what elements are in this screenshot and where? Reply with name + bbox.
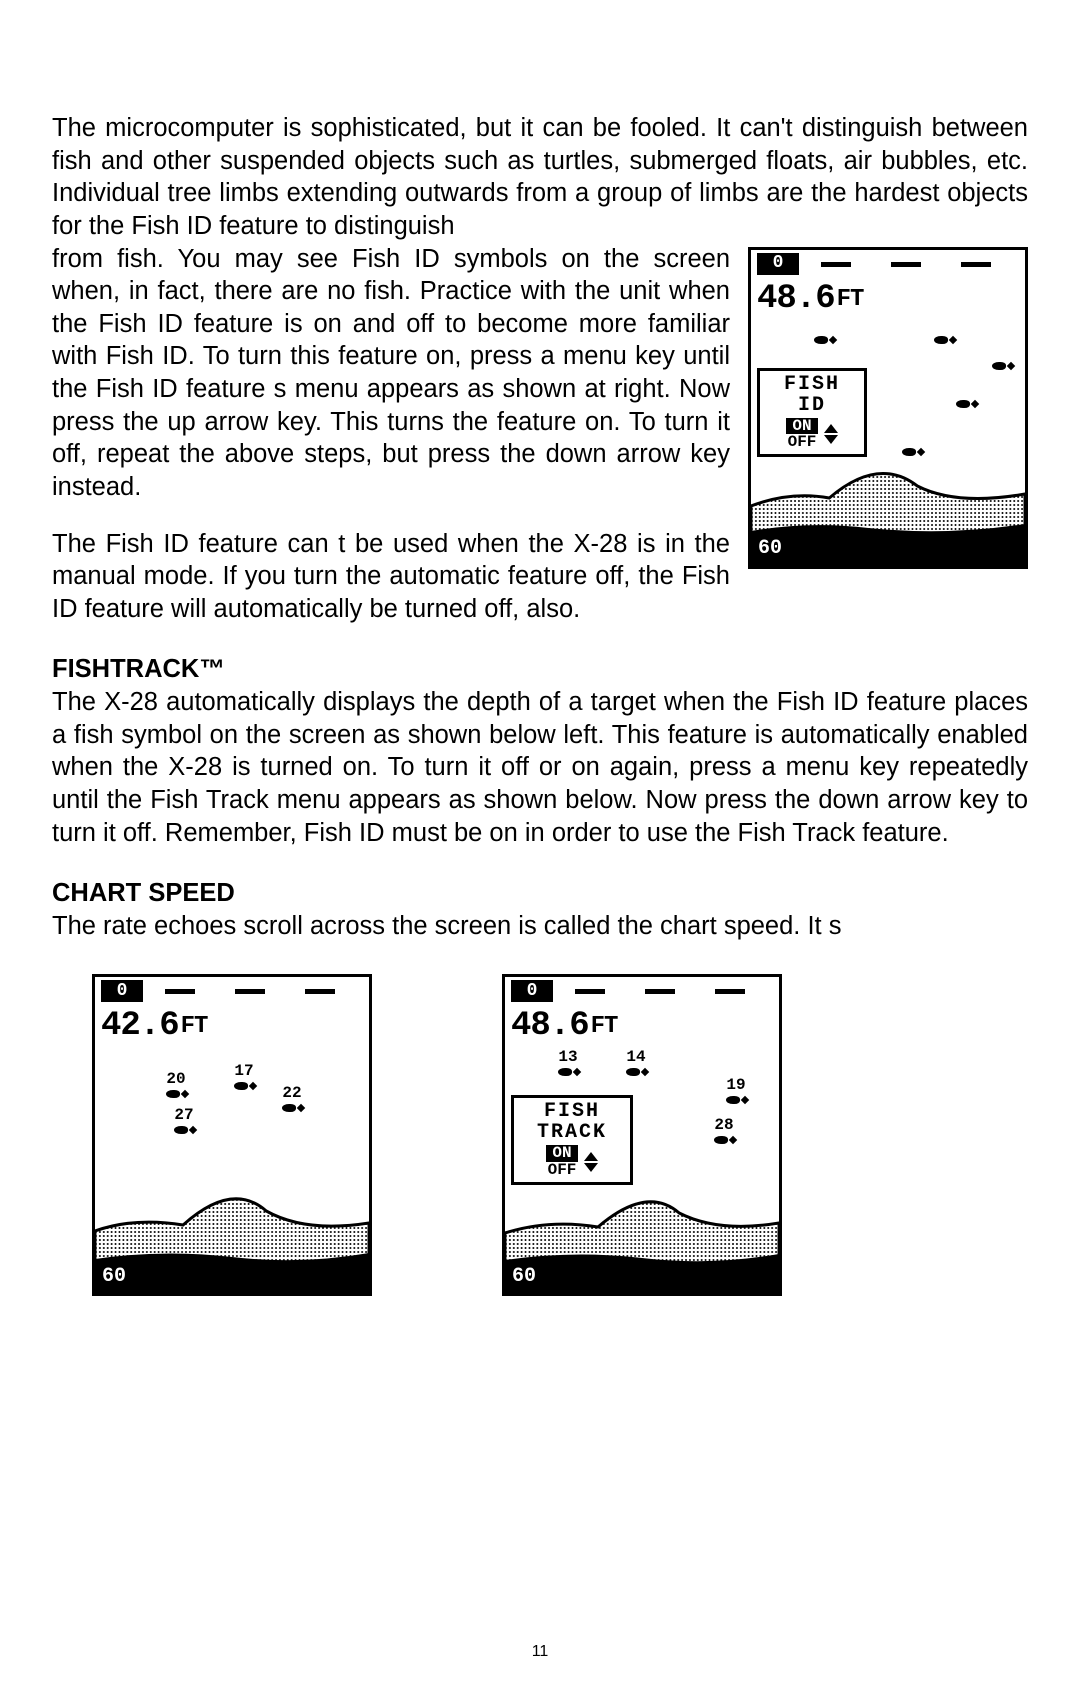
- page-number: 11: [0, 1642, 1080, 1662]
- fish-icon: 27: [173, 1107, 195, 1117]
- scale-dash-icon: [961, 262, 991, 267]
- fish-icon: [813, 336, 835, 346]
- bottom-depth-label: 60: [509, 1264, 539, 1290]
- fish-icon: 19: [725, 1077, 747, 1087]
- fish-icon: [955, 400, 977, 410]
- menu-line-1: FISH: [764, 374, 860, 395]
- depth-readout: 42.6FT: [101, 1005, 207, 1049]
- menu-line-1: FISH: [518, 1101, 626, 1122]
- scale-dash-icon: [645, 989, 675, 994]
- terrain-icon: [751, 436, 1025, 566]
- top-strip: 0: [751, 250, 1025, 280]
- zero-marker: 0: [757, 253, 799, 275]
- top-strip: 0: [95, 977, 369, 1007]
- menu-on-label: ON: [546, 1145, 579, 1162]
- bottom-depth-label: 60: [99, 1264, 129, 1290]
- scale-dash-icon: [715, 989, 745, 994]
- fish-depth-label: 13: [558, 1047, 577, 1067]
- heading-chartspeed: CHART SPEED: [52, 877, 1028, 910]
- scale-dash-icon: [165, 989, 195, 994]
- bottom-figures-row: 0 42.6FT 60 20172: [52, 964, 1028, 1296]
- menu-line-2: TRACK: [518, 1122, 626, 1143]
- sonar-screen-fishtrack-right: 0 48.6FT FISH TRACK ON OFF: [502, 974, 782, 1296]
- fish-icon: [991, 362, 1013, 372]
- depth-unit: FT: [181, 1013, 208, 1040]
- scale-dash-icon: [235, 989, 265, 994]
- fish-depth-label: 17: [234, 1061, 253, 1081]
- wrap-block: 0 48.6FT FISH ID ON OFF: [52, 243, 1028, 626]
- fish-icon: 20: [165, 1071, 187, 1081]
- fishtrack-paragraph: The X-28 automatically displays the dept…: [52, 686, 1028, 849]
- arrow-up-icon: [824, 424, 838, 433]
- bottom-depth-label: 60: [755, 536, 785, 562]
- scale-dash-icon: [575, 989, 605, 994]
- fish-depth-label: 14: [626, 1047, 645, 1067]
- depth-value: 48.6: [757, 280, 835, 318]
- fish-depth-label: 28: [714, 1115, 733, 1135]
- depth-value: 42.6: [101, 1007, 179, 1045]
- sonar-screen-fishtrack-left: 0 42.6FT 60 20172: [92, 974, 372, 1296]
- scale-dash-icon: [821, 262, 851, 267]
- scale-dash-icon: [305, 989, 335, 994]
- sonar-screen-fish-id: 0 48.6FT FISH ID ON OFF: [748, 247, 1028, 569]
- heading-fishtrack: FISHTRACK™: [52, 653, 1028, 686]
- menu-on-label: ON: [786, 418, 819, 435]
- top-strip: 0: [505, 977, 779, 1007]
- depth-unit: FT: [591, 1013, 618, 1040]
- fish-icon: [933, 336, 955, 346]
- zero-marker: 0: [101, 980, 143, 1002]
- depth-readout: 48.6FT: [511, 1005, 617, 1049]
- depth-unit: FT: [837, 286, 864, 313]
- fish-depth-label: 27: [174, 1105, 193, 1125]
- menu-line-2: ID: [764, 395, 860, 416]
- depth-readout: 48.6FT: [757, 278, 863, 322]
- terrain-icon: [505, 1163, 779, 1293]
- chartspeed-paragraph: The rate echoes scroll across the screen…: [52, 910, 1028, 943]
- fish-depth-label: 19: [726, 1075, 745, 1095]
- page-content: The microcomputer is sophisticated, but …: [52, 112, 1028, 1296]
- arrow-up-icon: [584, 1152, 598, 1161]
- fish-icon: 22: [281, 1085, 303, 1095]
- depth-value: 48.6: [511, 1007, 589, 1045]
- intro-paragraph: The microcomputer is sophisticated, but …: [52, 112, 1028, 243]
- fish-icon: 14: [625, 1049, 647, 1059]
- zero-marker: 0: [511, 980, 553, 1002]
- fish-icon: 17: [233, 1063, 255, 1073]
- fish-icon: 13: [557, 1049, 579, 1059]
- fish-depth-label: 22: [282, 1083, 301, 1103]
- terrain-icon: [95, 1163, 369, 1293]
- fish-depth-label: 20: [166, 1069, 185, 1089]
- fish-icon: 28: [713, 1117, 735, 1127]
- scale-dash-icon: [891, 262, 921, 267]
